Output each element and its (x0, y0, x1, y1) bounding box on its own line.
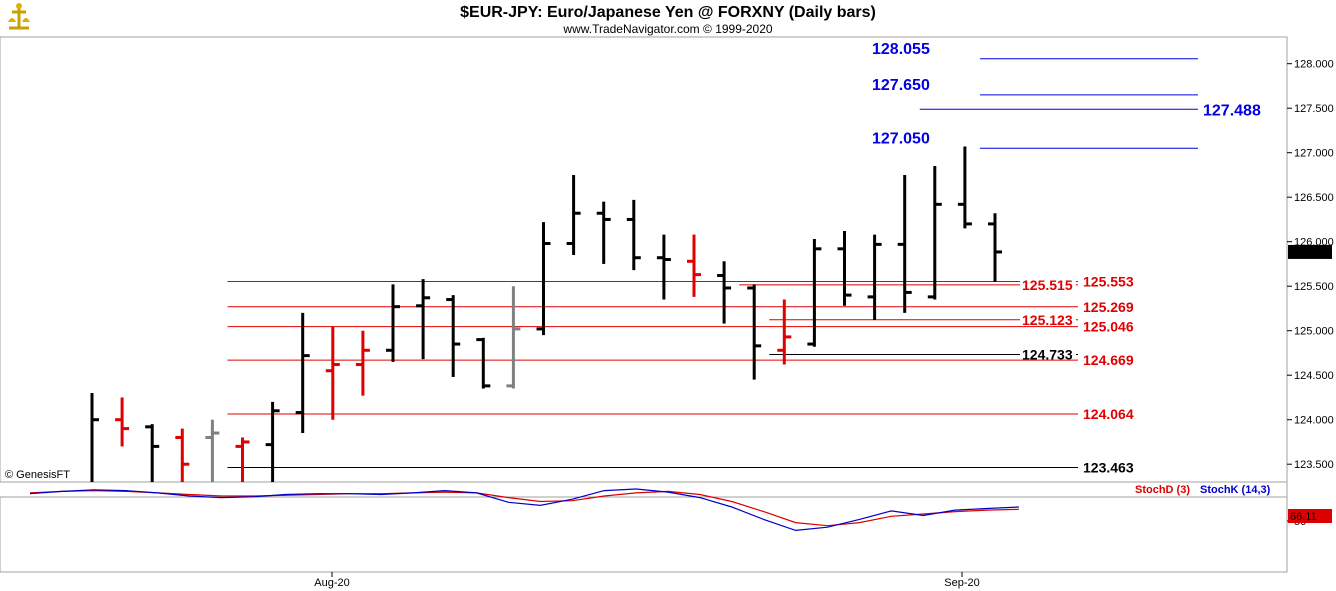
level-label: 127.488 (1203, 102, 1261, 119)
y-tick-label: 125.000 (1294, 326, 1334, 338)
y-tick-label: 126.500 (1294, 192, 1334, 204)
level-label: 125.553 (1083, 273, 1134, 289)
level-label: 124.733 (1022, 346, 1073, 362)
level-label: 125.269 (1083, 299, 1134, 315)
level-label: 125.515 (1022, 277, 1073, 293)
level-label: 127.650 (872, 77, 930, 94)
level-label: 124.669 (1083, 352, 1134, 368)
stoch-d-legend: StochD (3) (1135, 484, 1190, 496)
y-tick-label: 125.500 (1294, 281, 1334, 293)
chart-title: $EUR-JPY: Euro/Japanese Yen @ FORXNY (Da… (460, 4, 876, 21)
level-label-bg (1020, 311, 1076, 326)
y-tick-label: 123.500 (1294, 459, 1334, 471)
x-tick-label: Sep-20 (944, 577, 979, 589)
stoch-last-marker (1288, 509, 1332, 523)
y-tick-label: 127.500 (1294, 103, 1334, 115)
level-label: 127.050 (872, 130, 930, 147)
chart-subtitle: www.TradeNavigator.com © 1999-2020 (562, 22, 772, 36)
level-label: 128.055 (872, 41, 930, 58)
level-label: 125.046 (1083, 319, 1134, 335)
level-label: 125.123 (1022, 312, 1073, 328)
brand-logo (4, 2, 34, 34)
price-pane (0, 36, 1288, 483)
last-price-label: 125.885 (1290, 247, 1330, 259)
level-label-bg (1020, 276, 1076, 291)
last-price-marker (1288, 244, 1332, 259)
y-tick-label: 127.000 (1294, 148, 1334, 160)
y-tick-label: 128.000 (1294, 59, 1334, 71)
stochastic-pane (0, 496, 1288, 573)
level-label-bg (1020, 346, 1076, 361)
stoch-k-line (29, 488, 1019, 532)
stoch-d-line (29, 489, 1019, 527)
stoch-last-label: 66.11 (1290, 511, 1317, 523)
watermark: © GenesisFT (5, 469, 70, 481)
y-tick-label: 124.500 (1294, 370, 1334, 382)
level-label: 124.064 (1083, 406, 1134, 422)
x-tick-label: Aug-20 (314, 577, 349, 589)
level-label: 123.463 (1083, 459, 1134, 475)
stoch-k-legend: StochK (14,3) (1200, 484, 1271, 496)
y-tick-label: 124.000 (1294, 415, 1334, 427)
